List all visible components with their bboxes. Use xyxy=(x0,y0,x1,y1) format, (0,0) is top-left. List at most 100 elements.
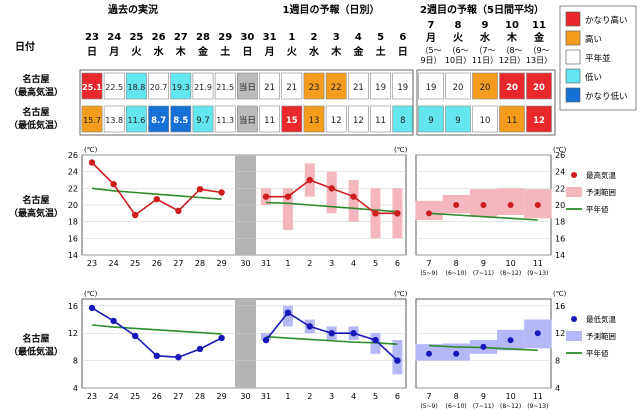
table-cell xyxy=(103,72,125,100)
y-tick-label-right: 24 xyxy=(555,168,565,177)
observed-point xyxy=(196,345,204,353)
normal-line-past xyxy=(91,187,222,200)
y-tick-label: 24 xyxy=(68,168,78,177)
table-cell-value: 19 xyxy=(397,83,408,93)
table-cell xyxy=(126,72,147,100)
week2-x-tick-label: 7 xyxy=(426,259,431,268)
day-weekday: 日 xyxy=(242,46,252,58)
forecast-point xyxy=(394,210,401,217)
x-tick-label: 28 xyxy=(195,259,205,268)
day-weekday: 金 xyxy=(352,45,364,58)
week2-day-number: 8 xyxy=(455,20,462,31)
table-cell-value: 8.7 xyxy=(151,116,166,126)
unit-label: (℃) xyxy=(84,290,98,298)
forecast-range-bar xyxy=(282,305,293,327)
legend-obs-label: 最低気温 xyxy=(586,314,616,324)
table-cell xyxy=(237,72,258,100)
day-weekday: 木 xyxy=(330,45,342,58)
unit-label-week2: (℃) xyxy=(394,290,408,298)
week2-day-weekday: 金 xyxy=(533,31,545,44)
observed-point xyxy=(132,332,139,340)
day-number: 24 xyxy=(107,32,121,43)
legend-swatch xyxy=(565,49,581,65)
week2-point xyxy=(426,350,432,357)
x-tick-label: 23 xyxy=(87,392,97,401)
x-tick-label: 3 xyxy=(329,392,334,401)
day-headers: 23 日 24 月 25 火 26 水 27 木 28 金 29 土 30 日 31 月 1 火 2 水 3 木 4 金 5 土 6 日 7… xyxy=(85,20,552,65)
week2-table-cell-value: 19 xyxy=(426,83,437,93)
past-title: 過去の実況 xyxy=(107,3,158,16)
week2-x-tick-range: (6~10) xyxy=(446,403,467,410)
week2-table-cell-value: 20 xyxy=(533,83,545,93)
table-cell xyxy=(214,105,236,133)
y-tick-label: 16 xyxy=(68,302,78,311)
week2-day-number: 7 xyxy=(428,20,435,31)
y-tick-label-right: 12 xyxy=(555,329,565,338)
week2-table-cell-value: 20 xyxy=(480,83,491,93)
x-tick-label: 2 xyxy=(307,392,312,401)
x-tick-label: 24 xyxy=(109,259,119,268)
x-tick-label: 30 xyxy=(240,392,250,401)
table-cell-value: 11 xyxy=(375,116,386,126)
table-cell xyxy=(148,72,170,100)
week2-table-cell-value: 12 xyxy=(533,116,545,126)
table-cell xyxy=(281,72,303,100)
x-tick-label: 26 xyxy=(152,259,162,268)
legend-range-label: 予測範囲 xyxy=(586,187,616,197)
week2-point xyxy=(480,202,487,208)
x-tick-label: 29 xyxy=(217,392,227,401)
category-table: 名古屋（最高気温）25.1 22.5 18.8 20.7 19.3 21.9 21.5 当日 2… xyxy=(9,69,556,136)
y-tick-label-right: 4 xyxy=(555,384,560,393)
forecast-point xyxy=(306,323,313,330)
chart-row-label-city: 名古屋 xyxy=(22,333,49,345)
normal-line-week1 xyxy=(265,201,398,213)
week2-x-tick-range: (6~10) xyxy=(446,270,467,277)
week2-table-cell-value: 20 xyxy=(453,83,464,93)
table-cell-value: 11 xyxy=(264,116,275,126)
week2-x-tick-label: 11 xyxy=(533,392,543,401)
week2-title: 2週目の予報（5日間平均） xyxy=(420,3,544,16)
legend-range-label: 予測範囲 xyxy=(586,331,616,341)
week2-day-weekday: 月 xyxy=(425,32,436,44)
legend-swatch xyxy=(565,30,581,46)
table-frame-daily xyxy=(79,69,414,136)
week2-table-cell xyxy=(472,72,498,100)
legend-swatch xyxy=(565,68,581,84)
y-tick-label: 16 xyxy=(68,234,78,243)
y-tick-label-right: 8 xyxy=(555,357,560,366)
x-tick-label: 6 xyxy=(395,259,400,268)
table-cell-value: 15.7 xyxy=(83,116,101,125)
week2-x-tick-range: (7~11) xyxy=(473,403,494,410)
table-cell xyxy=(370,72,392,100)
table-cell-value: 19.3 xyxy=(172,83,190,92)
forecast-point xyxy=(350,330,357,337)
x-tick-label: 31 xyxy=(261,392,271,401)
week2-table-cell xyxy=(445,105,471,133)
table-cell-value: 13 xyxy=(309,116,320,126)
table-cell-value: 15 xyxy=(286,116,298,126)
y-tick-label-right: 22 xyxy=(555,184,565,193)
forecast-point xyxy=(372,336,379,344)
table-cell xyxy=(148,105,170,133)
x-tick-label: 24 xyxy=(109,392,119,401)
x-tick-label: 4 xyxy=(351,392,356,401)
day-number: 5 xyxy=(377,32,384,43)
table-cell-value: 18.8 xyxy=(127,83,145,92)
forecast-point xyxy=(262,193,270,200)
table-cell xyxy=(347,105,369,133)
table-cell xyxy=(214,72,236,100)
legend-normal-label: 平年値 xyxy=(586,204,609,214)
week2-table-cell-value: 9 xyxy=(455,116,460,126)
table-cell-value: 9.7 xyxy=(196,116,210,126)
table-cell-value: 20.7 xyxy=(150,83,168,92)
week2-x-tick-range: (5~9) xyxy=(420,403,437,410)
table-cell-value: 22 xyxy=(331,83,342,93)
week2-x-tick-label: 11 xyxy=(533,259,543,268)
observed-point xyxy=(88,304,96,312)
week2-x-tick-label: 10 xyxy=(506,392,516,401)
table-cell-value: 当日 xyxy=(239,82,256,93)
x-tick-label: 5 xyxy=(373,259,378,268)
week2-point xyxy=(507,202,514,208)
